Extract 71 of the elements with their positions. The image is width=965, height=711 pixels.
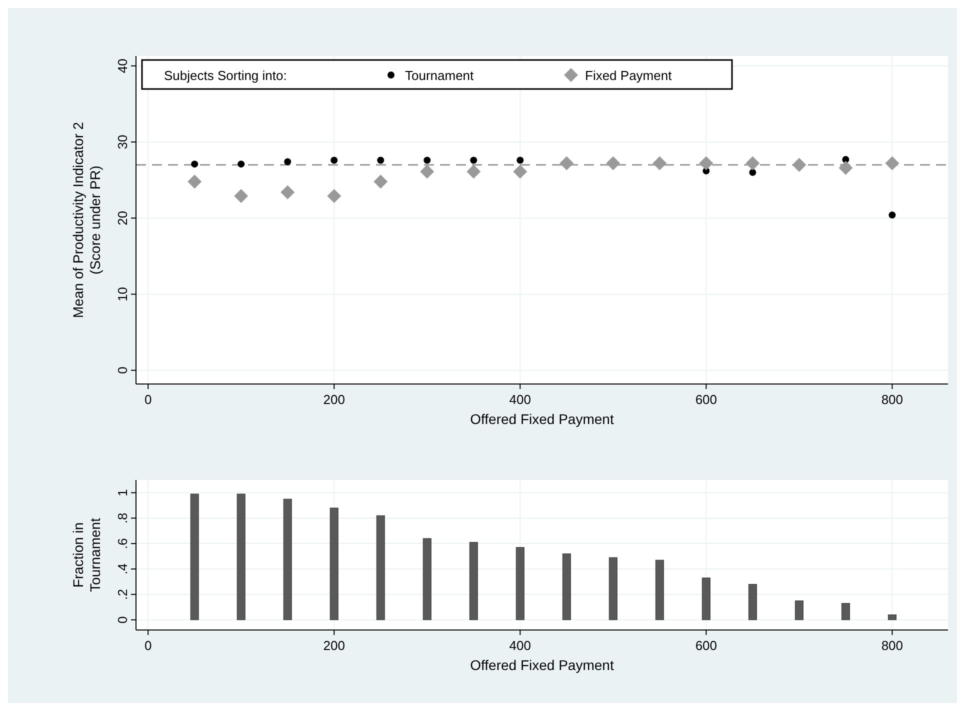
x-tick-label: 200 bbox=[323, 392, 345, 407]
y-tick-label: 1 bbox=[115, 489, 130, 496]
point bbox=[234, 189, 248, 204]
y-axis-title: Fraction in Tournament bbox=[70, 518, 103, 592]
y-tick-label: 20 bbox=[115, 210, 130, 226]
x-tick-label: 200 bbox=[323, 638, 345, 653]
point bbox=[470, 156, 478, 164]
y-tick-label: 40 bbox=[115, 58, 130, 74]
point bbox=[377, 156, 384, 164]
y-tick-label: 0 bbox=[115, 616, 130, 624]
point bbox=[280, 185, 295, 200]
point bbox=[699, 156, 714, 170]
point bbox=[188, 174, 202, 189]
point bbox=[284, 158, 292, 166]
x-tick-label: 600 bbox=[695, 392, 718, 407]
y-tick-label: .4 bbox=[115, 564, 130, 574]
bar bbox=[794, 600, 804, 620]
point bbox=[885, 156, 900, 170]
point bbox=[560, 156, 574, 170]
y-tick-label: 10 bbox=[115, 286, 130, 302]
y-tick-label: .8 bbox=[115, 512, 130, 524]
bar bbox=[655, 560, 664, 620]
x-tick-label: 400 bbox=[509, 392, 531, 407]
y-tick-label: .2 bbox=[115, 588, 130, 600]
bar bbox=[236, 494, 246, 620]
point bbox=[746, 156, 760, 170]
point bbox=[420, 164, 434, 179]
point bbox=[838, 160, 853, 175]
y-tick-label: 0 bbox=[115, 366, 130, 374]
x-tick-label: 400 bbox=[509, 638, 531, 653]
bar bbox=[376, 515, 385, 620]
x-tick-label: 0 bbox=[144, 392, 152, 407]
bar bbox=[748, 584, 757, 620]
x-axis-title: Offered Fixed Payment bbox=[470, 657, 614, 673]
bar bbox=[190, 494, 199, 620]
point bbox=[652, 156, 667, 170]
bar bbox=[608, 557, 618, 620]
bar bbox=[330, 508, 338, 620]
bar bbox=[422, 538, 432, 620]
bar bbox=[888, 614, 896, 620]
point bbox=[424, 156, 431, 164]
point bbox=[330, 156, 338, 164]
x-axis-title: Offered Fixed Payment bbox=[470, 411, 614, 427]
point bbox=[606, 156, 620, 170]
legend-title: Subjects Sorting into: bbox=[164, 68, 287, 83]
x-tick-label: 800 bbox=[881, 638, 904, 653]
bar bbox=[562, 553, 571, 620]
point bbox=[327, 189, 342, 204]
x-tick-label: 800 bbox=[881, 392, 904, 407]
x-tick-label: 600 bbox=[695, 638, 718, 653]
y-tick-label: 30 bbox=[115, 134, 130, 150]
legend-label: Tournament bbox=[405, 68, 474, 83]
y-axis-title: Mean of Productivity Indicator 2 (Score under PR) bbox=[70, 122, 103, 318]
point bbox=[842, 156, 850, 163]
y-tick-label: .6 bbox=[115, 538, 130, 549]
point bbox=[792, 158, 806, 172]
bar bbox=[702, 578, 710, 620]
bar bbox=[516, 547, 524, 620]
point bbox=[238, 160, 245, 168]
bar bbox=[469, 542, 478, 620]
legend-label: Fixed Payment bbox=[585, 68, 672, 83]
point bbox=[749, 168, 756, 176]
point bbox=[516, 156, 524, 164]
bar bbox=[283, 498, 292, 620]
point bbox=[888, 212, 896, 219]
point bbox=[513, 164, 528, 179]
point bbox=[191, 160, 198, 168]
point bbox=[466, 164, 481, 179]
bar bbox=[841, 603, 850, 620]
point bbox=[374, 174, 388, 189]
x-tick-label: 0 bbox=[144, 638, 152, 653]
